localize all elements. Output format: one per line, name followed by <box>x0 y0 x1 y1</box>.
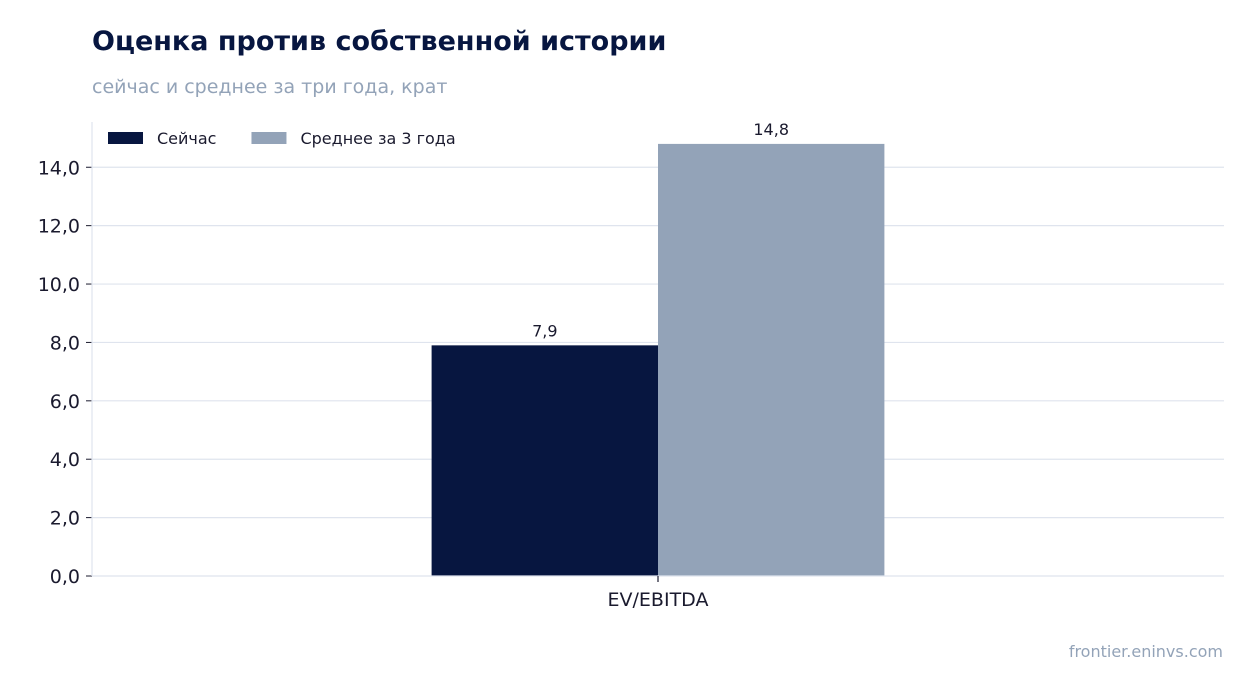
legend-label: Сейчас <box>157 129 216 148</box>
y-tick-label: 6,0 <box>50 391 80 413</box>
bar-avg <box>658 143 885 577</box>
y-tick-label: 0,0 <box>50 566 80 588</box>
data-label: 7,9 <box>532 321 557 340</box>
y-tick-label: 8,0 <box>50 332 80 354</box>
y-tick-label: 4,0 <box>50 449 80 471</box>
legend: Сейчас Среднее за 3 года <box>108 129 456 148</box>
bars <box>431 143 885 577</box>
y-tick-label: 10,0 <box>38 274 80 296</box>
y-tick-label: 14,0 <box>38 157 80 179</box>
x-tick-label: EV/EBITDA <box>608 589 709 611</box>
source-credit: frontier.eninvs.com <box>1068 642 1223 661</box>
data-labels: 7,9 14,8 <box>532 120 789 340</box>
legend-swatch <box>108 132 143 144</box>
chart-subtitle: сейчас и среднее за три года, крат <box>92 76 448 98</box>
y-tick-label: 2,0 <box>50 508 80 530</box>
chart-title: Оценка против собственной истории <box>92 26 667 57</box>
data-label: 14,8 <box>753 120 789 139</box>
axes: 0,0 2,0 4,0 6,0 8,0 10,0 12,0 14,0 EV/EBITDA <box>38 122 1224 611</box>
y-tick-label: 12,0 <box>38 216 80 238</box>
legend-swatch <box>251 132 287 144</box>
legend-label: Среднее за 3 года <box>300 129 455 148</box>
bar-now <box>431 345 658 576</box>
